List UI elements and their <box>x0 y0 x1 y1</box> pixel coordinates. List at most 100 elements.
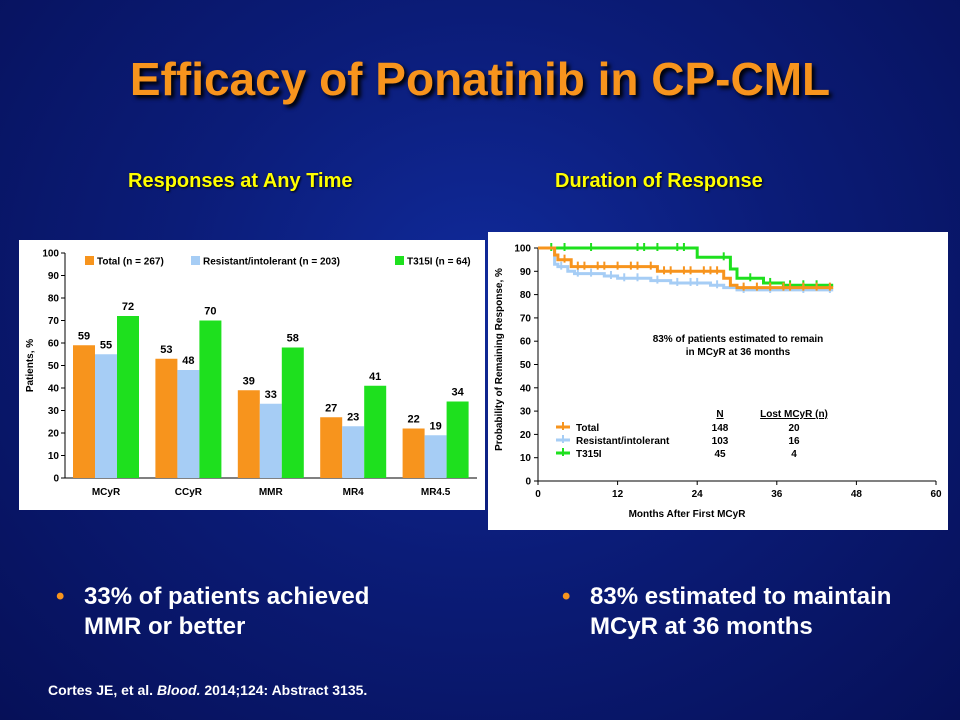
table-series-name: T315I <box>576 449 602 460</box>
category-label: MR4 <box>343 487 365 498</box>
bar <box>402 428 425 478</box>
data-label: 58 <box>287 333 299 345</box>
x-tick-label: 24 <box>692 489 704 500</box>
bar <box>446 401 469 478</box>
category-label: MCyR <box>92 487 121 498</box>
legend-swatch <box>85 256 94 265</box>
bar <box>320 417 343 478</box>
category-label: MR4.5 <box>421 487 451 498</box>
legend-label: T315I (n = 64) <box>407 257 471 268</box>
data-label: 59 <box>78 330 90 342</box>
bar <box>177 370 200 478</box>
bar <box>237 390 260 478</box>
bar <box>424 435 447 478</box>
citation-journal: Blood. <box>156 682 201 698</box>
bullet-dot: • <box>562 583 571 610</box>
table-n-value: 148 <box>712 423 729 434</box>
y-tick-label: 0 <box>53 474 59 485</box>
bullet-left-line2: MMR or better <box>84 613 246 640</box>
bar-chart-panel: 0 10 20 30 40 50 60 70 80 90 100 Patients, % 59 55 72 M… <box>19 240 485 510</box>
bullet-right-line1: 83% estimated to maintain <box>590 583 892 610</box>
data-label: 34 <box>451 387 464 399</box>
data-label: 22 <box>407 414 419 426</box>
data-label: 48 <box>182 355 194 367</box>
table-header-lost: Lost MCyR (n) <box>760 409 828 420</box>
y-tick-label: 30 <box>48 406 60 417</box>
data-label: 23 <box>347 411 359 423</box>
bar <box>73 345 95 478</box>
km-series-line <box>538 246 834 292</box>
data-label: 70 <box>204 306 216 318</box>
y-tick-label: 50 <box>48 361 60 372</box>
x-axis-label: Months After First MCyR <box>629 509 747 520</box>
data-label: 33 <box>265 389 277 401</box>
bullet-right-line2: MCyR at 36 months <box>590 613 813 640</box>
x-tick-label: 36 <box>771 489 783 500</box>
table-lost-value: 20 <box>788 423 800 434</box>
y-tick-label: 60 <box>520 337 532 348</box>
y-tick-label: 20 <box>520 430 532 441</box>
y-tick-label: 40 <box>48 384 60 395</box>
data-label: 41 <box>369 371 381 383</box>
legend-swatch <box>395 256 404 265</box>
bar <box>342 426 365 478</box>
bar <box>281 347 304 478</box>
x-tick-label: 48 <box>851 489 863 500</box>
y-tick-label: 50 <box>520 360 532 371</box>
bar <box>117 316 139 478</box>
citation: Cortes JE, et al. Blood. 2014;124: Abstr… <box>48 682 367 698</box>
table-header-n: N <box>716 409 723 420</box>
km-chart-title: Duration of Response <box>555 170 763 192</box>
y-tick-label: 10 <box>520 453 532 464</box>
x-tick-label: 12 <box>612 489 624 500</box>
bar <box>259 403 282 478</box>
bullet-dot: • <box>56 583 65 610</box>
x-tick-label: 0 <box>535 489 541 500</box>
y-tick-label: 10 <box>48 451 60 462</box>
annotation-line2: in MCyR at 36 months <box>686 347 791 358</box>
table-n-value: 103 <box>712 436 729 447</box>
category-label: CCyR <box>175 487 203 498</box>
bullet-right: • 83% estimated to maintain MCyR at 36 m… <box>562 582 892 642</box>
bar <box>95 354 117 478</box>
data-label: 19 <box>429 420 441 432</box>
data-label: 55 <box>100 339 112 351</box>
y-tick-label: 20 <box>48 429 60 440</box>
y-tick-label: 30 <box>520 407 532 418</box>
citation-rest: 2014;124: Abstract 3135. <box>200 682 368 698</box>
y-tick-label: 100 <box>514 244 531 255</box>
y-tick-label: 70 <box>48 316 60 327</box>
bullet-left-line1: 33% of patients achieved <box>84 583 370 610</box>
bar <box>199 320 222 478</box>
y-axis-label: Patients, % <box>25 339 36 392</box>
table-lost-value: 4 <box>791 449 797 460</box>
y-tick-label: 40 <box>520 383 532 394</box>
y-tick-label: 90 <box>48 271 60 282</box>
data-label: 27 <box>325 402 337 414</box>
annotation-line1: 83% of patients estimated to remain <box>653 334 824 345</box>
legend-label: Resistant/intolerant (n = 203) <box>203 257 340 268</box>
bar <box>155 358 178 478</box>
data-label: 53 <box>160 344 172 356</box>
y-tick-label: 70 <box>520 313 532 324</box>
y-tick-label: 80 <box>520 290 532 301</box>
data-label: 72 <box>122 301 134 313</box>
bar-chart-title: Responses at Any Time <box>128 170 353 192</box>
table-lost-value: 16 <box>788 436 800 447</box>
y-tick-label: 80 <box>48 294 60 305</box>
y-tick-label: 100 <box>42 249 59 260</box>
data-label: 39 <box>243 375 255 387</box>
x-tick-label: 60 <box>930 489 942 500</box>
bar <box>364 385 387 478</box>
citation-authors: Cortes JE, et al. <box>48 682 157 698</box>
slide-title: Efficacy of Ponatinib in CP-CML <box>129 53 831 105</box>
y-tick-label: 0 <box>525 477 531 488</box>
table-n-value: 45 <box>714 449 726 460</box>
legend-swatch <box>191 256 200 265</box>
km-chart-panel: 0 10 20 30 40 50 60 70 80 90 100 0 12 24 36 48 60 Months … <box>488 232 948 530</box>
y-tick-label: 90 <box>520 267 532 278</box>
legend-label: Total (n = 267) <box>97 257 164 268</box>
bar-chart: 0 10 20 30 40 50 60 70 80 90 100 Patients, % 59 55 72 M… <box>25 249 477 498</box>
table-series-name: Resistant/intolerant <box>576 436 670 447</box>
y-axis-label: Probability of Remaining Response, % <box>494 268 505 451</box>
